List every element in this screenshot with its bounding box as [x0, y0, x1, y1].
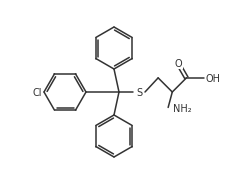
Text: O: O [175, 59, 182, 69]
Text: Cl: Cl [33, 88, 42, 98]
Text: NH₂: NH₂ [173, 105, 192, 115]
Text: OH: OH [205, 74, 220, 84]
Text: S: S [136, 88, 142, 98]
